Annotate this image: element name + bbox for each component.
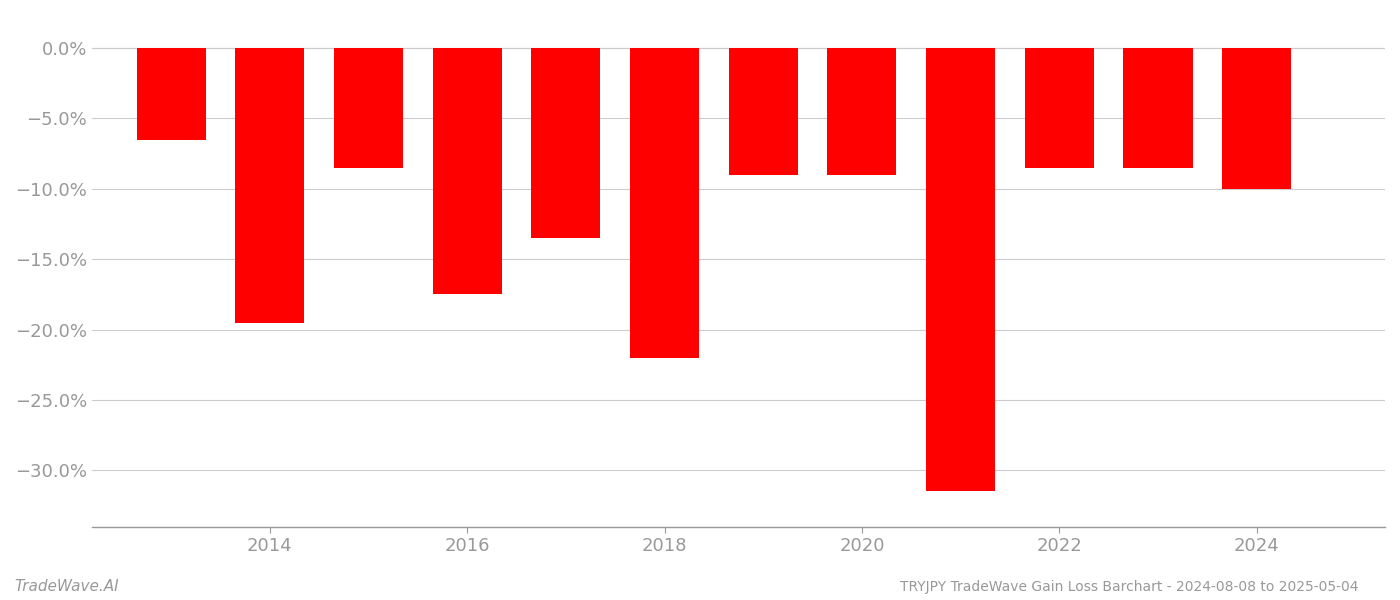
Bar [137,48,206,140]
Bar [728,48,798,175]
Bar [827,48,896,175]
Bar [1222,48,1291,189]
Bar [335,48,403,168]
Bar [1025,48,1093,168]
Bar [630,48,699,358]
Bar [433,48,501,295]
Bar [235,48,304,323]
Text: TradeWave.AI: TradeWave.AI [14,579,119,594]
Bar [1123,48,1193,168]
Text: TRYJPY TradeWave Gain Loss Barchart - 2024-08-08 to 2025-05-04: TRYJPY TradeWave Gain Loss Barchart - 20… [899,580,1358,594]
Bar [531,48,601,238]
Bar [925,48,995,491]
